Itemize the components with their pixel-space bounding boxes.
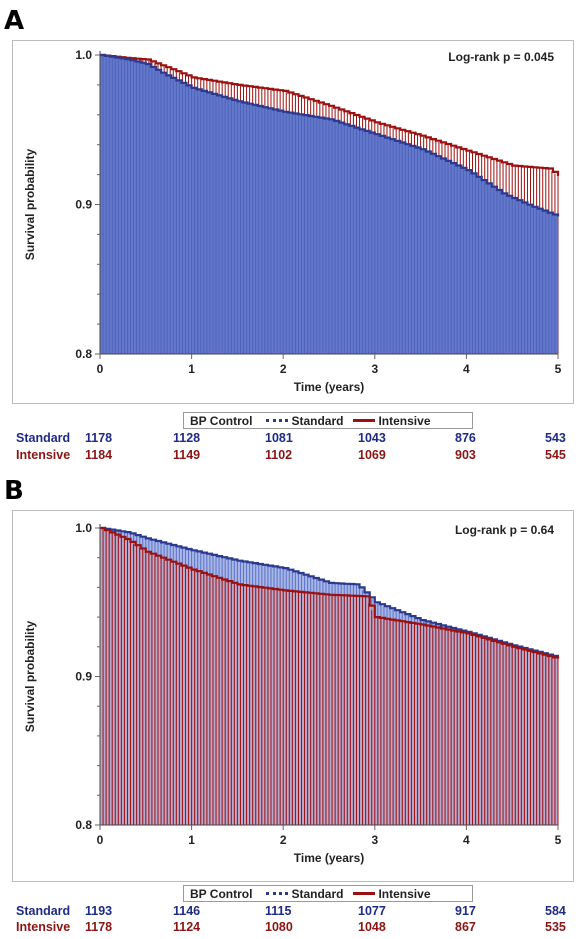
x-tick-label: 5 <box>555 833 562 847</box>
y-tick-label: 0.9 <box>75 670 92 684</box>
x-tick-label: 0 <box>97 362 104 376</box>
y-tick-label: 0.8 <box>75 347 92 361</box>
x-tick-label: 1 <box>188 833 195 847</box>
risk-row-intensive-b: Intensive 1178 1124 1080 1048 867 535 <box>0 920 578 936</box>
risk-value: 1102 <box>265 448 293 462</box>
risk-value: 1149 <box>173 448 201 462</box>
x-axis-title: Time (years) <box>294 380 364 394</box>
y-axis-title: Survival probability <box>23 148 37 260</box>
y-tick-label: 0.9 <box>75 198 92 212</box>
risk-row-standard-a: Standard 1178 1128 1081 1043 876 543 <box>0 431 578 447</box>
risk-value: 903 <box>455 448 476 462</box>
risk-value: 584 <box>545 904 566 918</box>
km-chart-a: 0.8 0.9 1.0 0 1 2 3 4 5 Time (years) Survival prob… <box>23 48 562 394</box>
risk-value: 1080 <box>265 920 293 934</box>
x-tick-label: 3 <box>371 833 378 847</box>
risk-value: 1043 <box>358 431 386 445</box>
survival-curve-standard <box>100 53 560 217</box>
risk-value: 1077 <box>358 904 386 918</box>
risk-value: 1115 <box>265 904 292 918</box>
x-tick-label: 5 <box>555 362 562 376</box>
legend-intensive-swatch <box>353 892 376 895</box>
panel-label-a: A <box>4 6 25 36</box>
legend-standard-swatch <box>266 419 289 422</box>
logrank-pvalue: Log-rank p = 0.64 <box>455 523 554 537</box>
risk-value: 876 <box>455 431 476 445</box>
risk-value: 1193 <box>85 904 113 918</box>
risk-value: 535 <box>545 920 566 934</box>
y-tick-label: 1.0 <box>75 48 92 62</box>
x-tick-label: 4 <box>463 362 470 376</box>
x-tick-label: 3 <box>371 362 378 376</box>
risk-value: 1178 <box>85 920 113 934</box>
x-tick-label: 2 <box>280 833 287 847</box>
survival-curve-intensive <box>100 526 560 659</box>
x-tick-label: 1 <box>188 362 195 376</box>
x-tick-label: 2 <box>280 362 287 376</box>
survival-curve-intensive <box>100 53 560 177</box>
risk-row-intensive-a: Intensive 1184 1149 1102 1069 903 545 <box>0 448 578 464</box>
x-tick-label: 4 <box>463 833 470 847</box>
legend-b: BP Control Standard Intensive <box>183 885 473 902</box>
x-tick-label: 0 <box>97 833 104 847</box>
legend-intensive-swatch <box>353 419 376 422</box>
legend-standard-label: Standard <box>291 886 344 901</box>
risk-value: 1128 <box>173 431 201 445</box>
y-axis-title: Survival probability <box>23 620 37 732</box>
risk-value: 1146 <box>173 904 201 918</box>
risk-value: 1048 <box>358 920 386 934</box>
risk-value: 1081 <box>265 431 293 445</box>
risk-value: 1069 <box>358 448 386 462</box>
x-axis-title: Time (years) <box>294 851 364 865</box>
risk-value: 545 <box>545 448 566 462</box>
y-tick-label: 0.8 <box>75 818 92 832</box>
risk-row-label: Intensive <box>16 920 71 934</box>
legend-standard-label: Standard <box>291 413 344 428</box>
panel-label-b: B <box>4 476 24 506</box>
legend-intensive-label: Intensive <box>378 413 431 428</box>
legend-title: BP Control <box>190 886 253 901</box>
risk-value: 1184 <box>85 448 113 462</box>
legend-title: BP Control <box>190 413 253 428</box>
risk-value: 867 <box>455 920 476 934</box>
logrank-pvalue: Log-rank p = 0.045 <box>448 50 554 64</box>
risk-row-label: Intensive <box>16 448 71 462</box>
risk-row-label: Standard <box>16 431 71 445</box>
legend-intensive-label: Intensive <box>378 886 431 901</box>
risk-value: 1124 <box>173 920 201 934</box>
risk-value: 543 <box>545 431 566 445</box>
risk-row-label: Standard <box>16 904 71 918</box>
risk-row-standard-b: Standard 1193 1146 1115 1077 917 584 <box>0 904 578 920</box>
legend-standard-swatch <box>266 892 289 895</box>
risk-value: 1178 <box>85 431 113 445</box>
y-tick-label: 1.0 <box>75 521 92 535</box>
risk-value: 917 <box>455 904 476 918</box>
legend-a: BP Control Standard Intensive <box>183 412 473 429</box>
